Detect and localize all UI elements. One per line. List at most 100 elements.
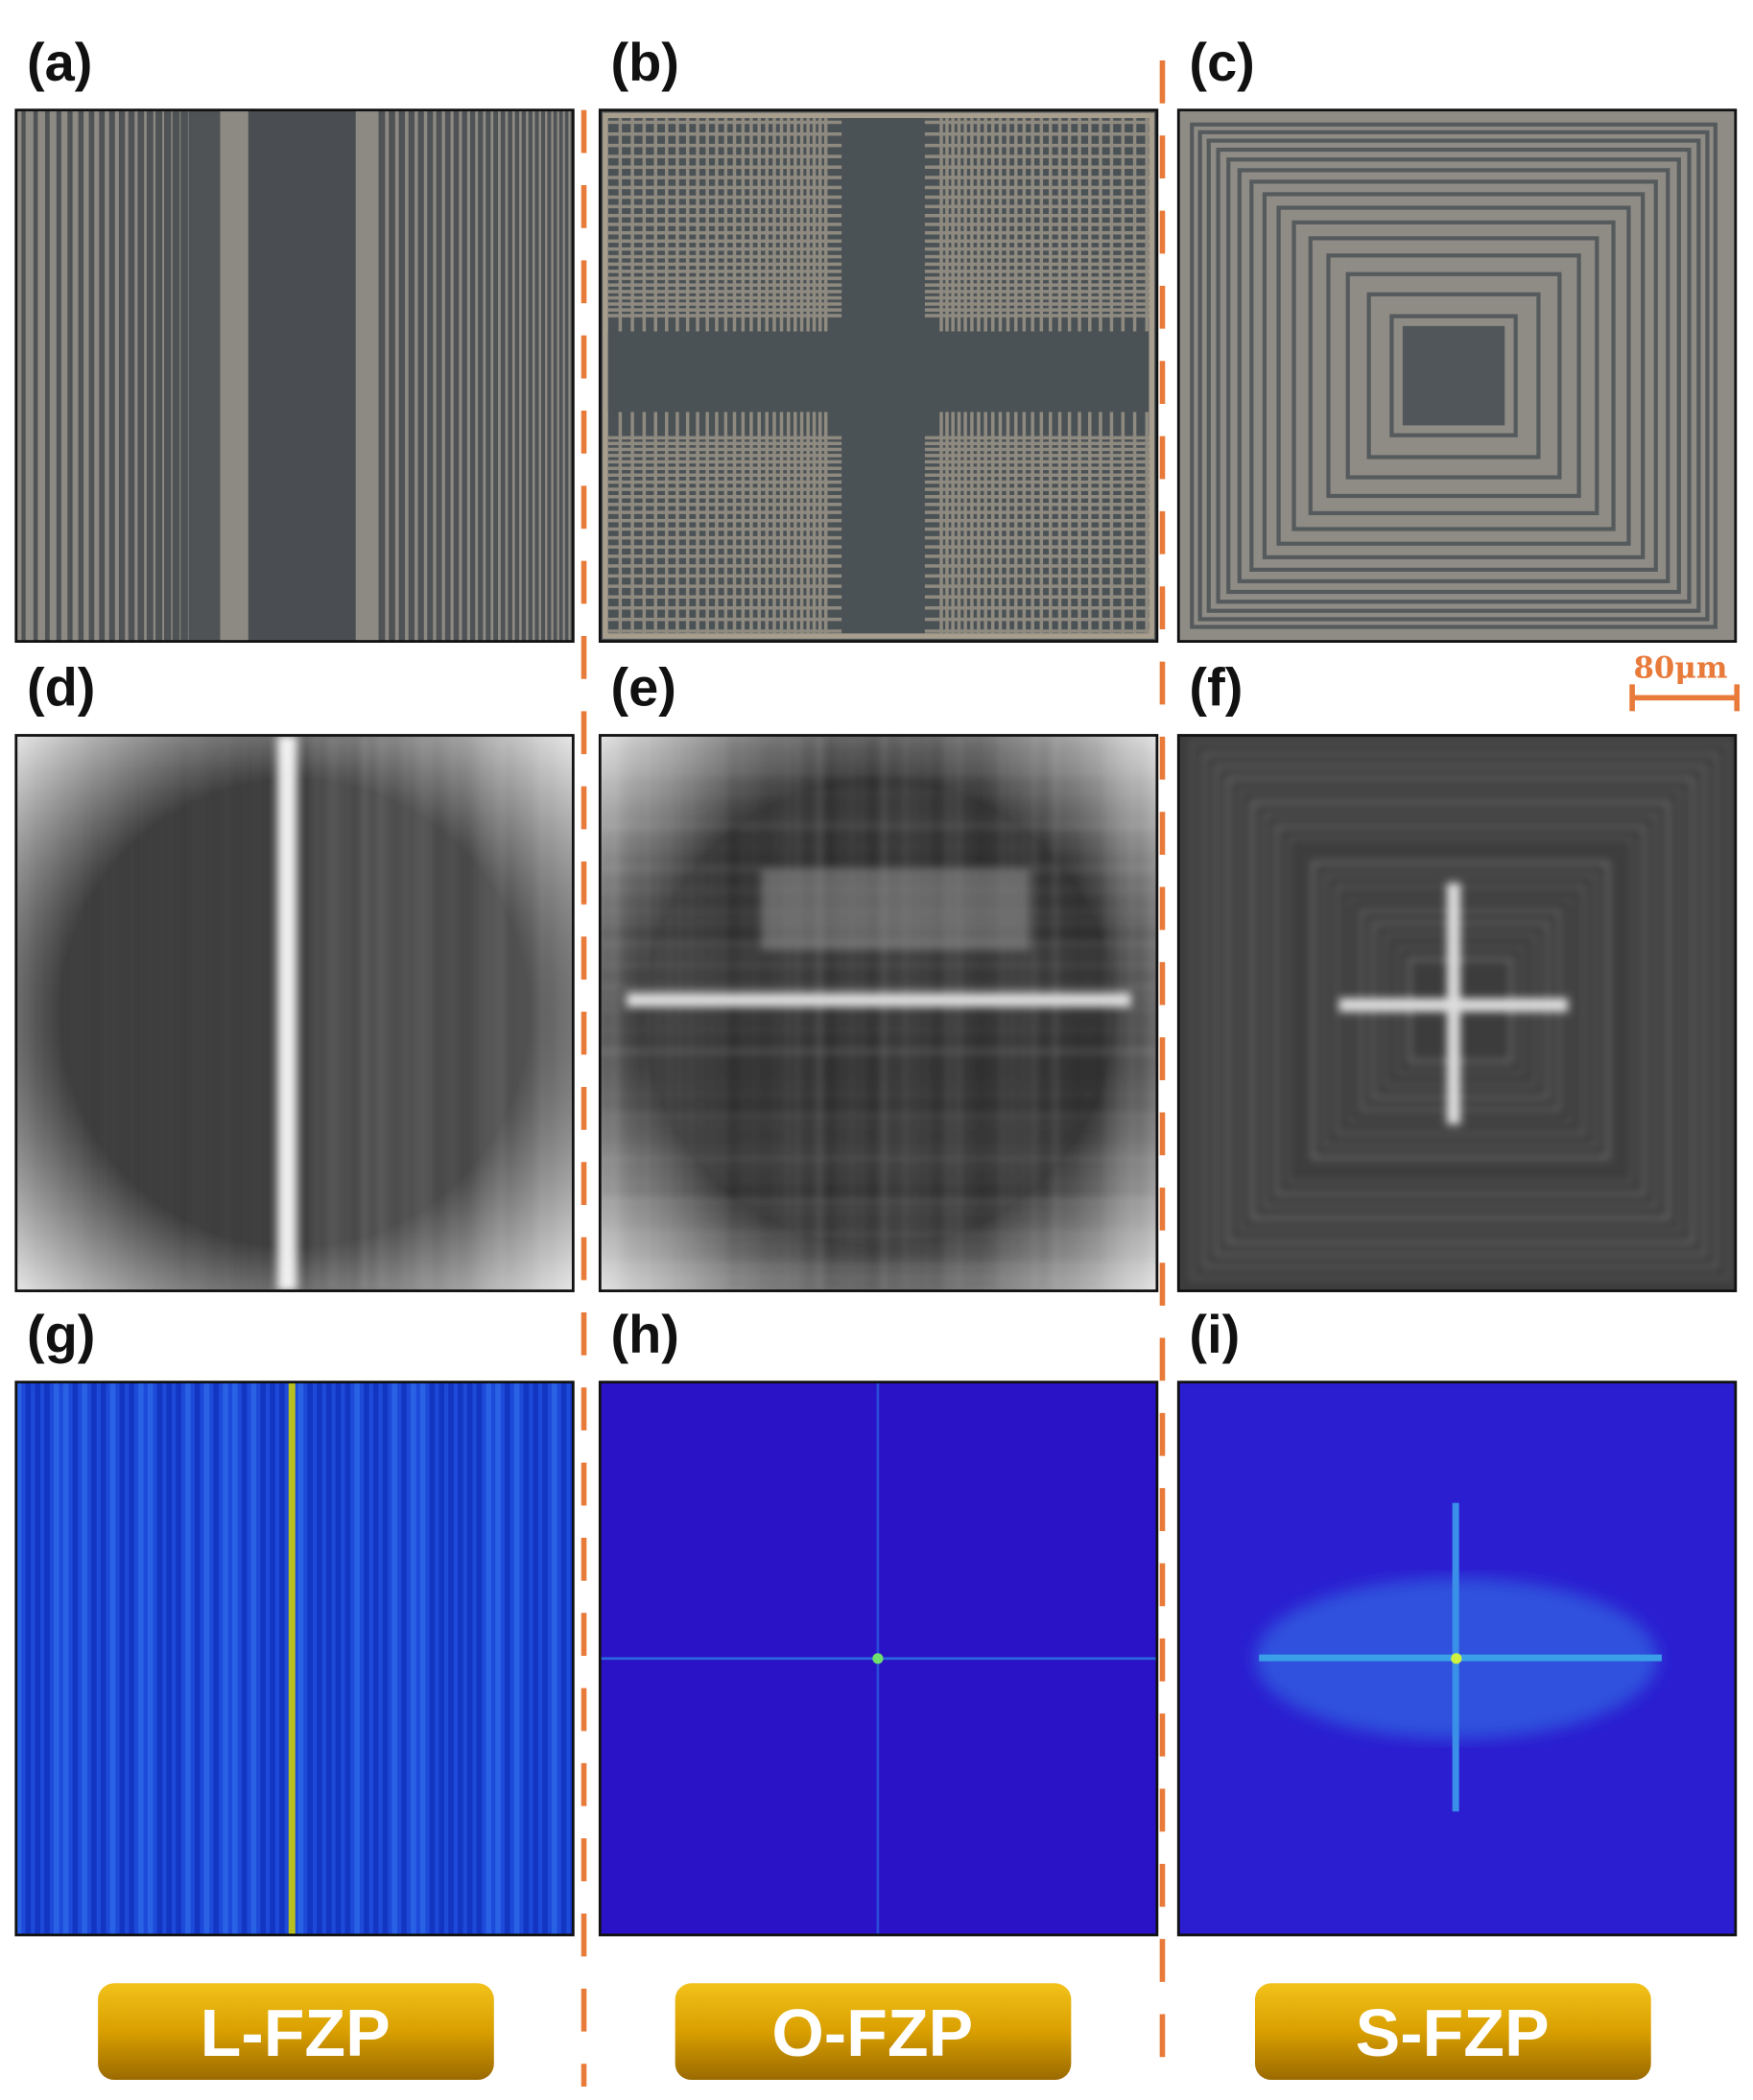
stripe: [180, 109, 188, 642]
stripe: [35, 1381, 40, 1935]
panel-content: [15, 735, 574, 1291]
ring: [1298, 848, 1623, 1172]
stripe: [62, 1381, 69, 1935]
ring: [1238, 788, 1683, 1233]
stripe: [270, 1381, 275, 1935]
panel-label: (f): [1189, 657, 1243, 718]
scale-bar-label: 80μm: [1634, 650, 1728, 685]
stripe: [444, 109, 451, 642]
stripe: [553, 109, 557, 642]
badge-text: O-FZP: [771, 1995, 973, 2070]
stripe: [478, 109, 484, 642]
frame: [603, 112, 1155, 639]
panel-content: [1178, 735, 1736, 1291]
vignette: [15, 735, 574, 1291]
panel-content: [15, 1381, 574, 1935]
stripe: [542, 1381, 548, 1935]
stripe: [523, 1381, 530, 1935]
ring: [1250, 800, 1670, 1221]
stripe: [436, 109, 442, 642]
stripe: [486, 109, 491, 642]
panel-image: [1176, 734, 1738, 1292]
stripe: [462, 109, 467, 642]
stripe: [223, 1381, 228, 1935]
ring: [1286, 837, 1635, 1185]
panel-content: [600, 109, 1157, 642]
stripe: [100, 1381, 107, 1935]
panel-label: (b): [611, 32, 679, 92]
peak: [872, 1653, 884, 1664]
ring: [1274, 824, 1646, 1196]
stripe: [155, 109, 163, 642]
stripe: [401, 1381, 407, 1935]
label-badge: [675, 1983, 1072, 2081]
center: [1402, 325, 1505, 426]
panel-content: [15, 109, 574, 642]
panel-border: [598, 1380, 1159, 1937]
stripe: [21, 109, 26, 642]
stripe: [398, 109, 406, 642]
stripe: [513, 1381, 520, 1935]
panel-label: (a): [27, 32, 92, 92]
panel-label: (d): [27, 657, 95, 718]
panel-content: [1178, 109, 1736, 642]
stripe: [260, 1381, 266, 1935]
stripe: [493, 109, 499, 642]
panels: (a) (b) (c) (d) (e) (f) (g) (h) (i): [14, 32, 1738, 1937]
stripe: [44, 109, 50, 642]
scale-bar: [1629, 684, 1741, 712]
panel-image: [1176, 1380, 1738, 1937]
stripe: [119, 1381, 126, 1935]
ring: [1237, 168, 1670, 584]
badge-text: L-FZP: [201, 1995, 391, 2070]
stripe: [382, 1381, 389, 1935]
stripe: [325, 1381, 332, 1935]
stripe: [504, 1381, 510, 1935]
stripe: [466, 1381, 473, 1935]
ring: [1225, 776, 1695, 1245]
stripe: [533, 1381, 538, 1935]
stripe: [109, 1381, 116, 1935]
stripe: [469, 109, 476, 642]
stripe: [164, 109, 172, 642]
stripe: [129, 1381, 134, 1935]
panel-label: (g): [27, 1304, 95, 1364]
stripe: [335, 1381, 342, 1935]
stripe: [500, 109, 506, 642]
stripe: [99, 109, 106, 642]
stripe: [508, 109, 512, 642]
panel-border: [14, 734, 575, 1292]
panel-label: (c): [1189, 32, 1254, 92]
bright-line: [1447, 883, 1461, 1125]
ring: [1389, 314, 1518, 437]
stripe: [453, 109, 460, 642]
stripe: [448, 1381, 454, 1935]
stripe: [528, 109, 533, 642]
stripe: [33, 109, 38, 642]
stripe: [91, 1381, 97, 1935]
panel-border: [598, 108, 1159, 643]
panel-border: [1176, 734, 1738, 1292]
stripe: [67, 109, 73, 642]
stripe: [551, 1381, 557, 1935]
stripe: [72, 1381, 79, 1935]
stripe: [78, 109, 84, 642]
stripe: [88, 109, 95, 642]
stripe: [82, 1381, 87, 1935]
cross: [607, 331, 1149, 413]
stripe: [438, 1381, 445, 1935]
ring: [1262, 812, 1659, 1209]
stripe: [278, 1381, 285, 1935]
vignette: [600, 735, 1157, 1291]
panel-image: [14, 734, 575, 1292]
stripe: [364, 1381, 369, 1935]
peak: [1451, 1653, 1462, 1664]
stripe: [213, 1381, 220, 1935]
label-badge: [98, 1983, 494, 2081]
stripe: [514, 109, 520, 642]
stripe: [185, 1381, 191, 1935]
stripe: [166, 1381, 173, 1935]
stripe: [56, 109, 61, 642]
